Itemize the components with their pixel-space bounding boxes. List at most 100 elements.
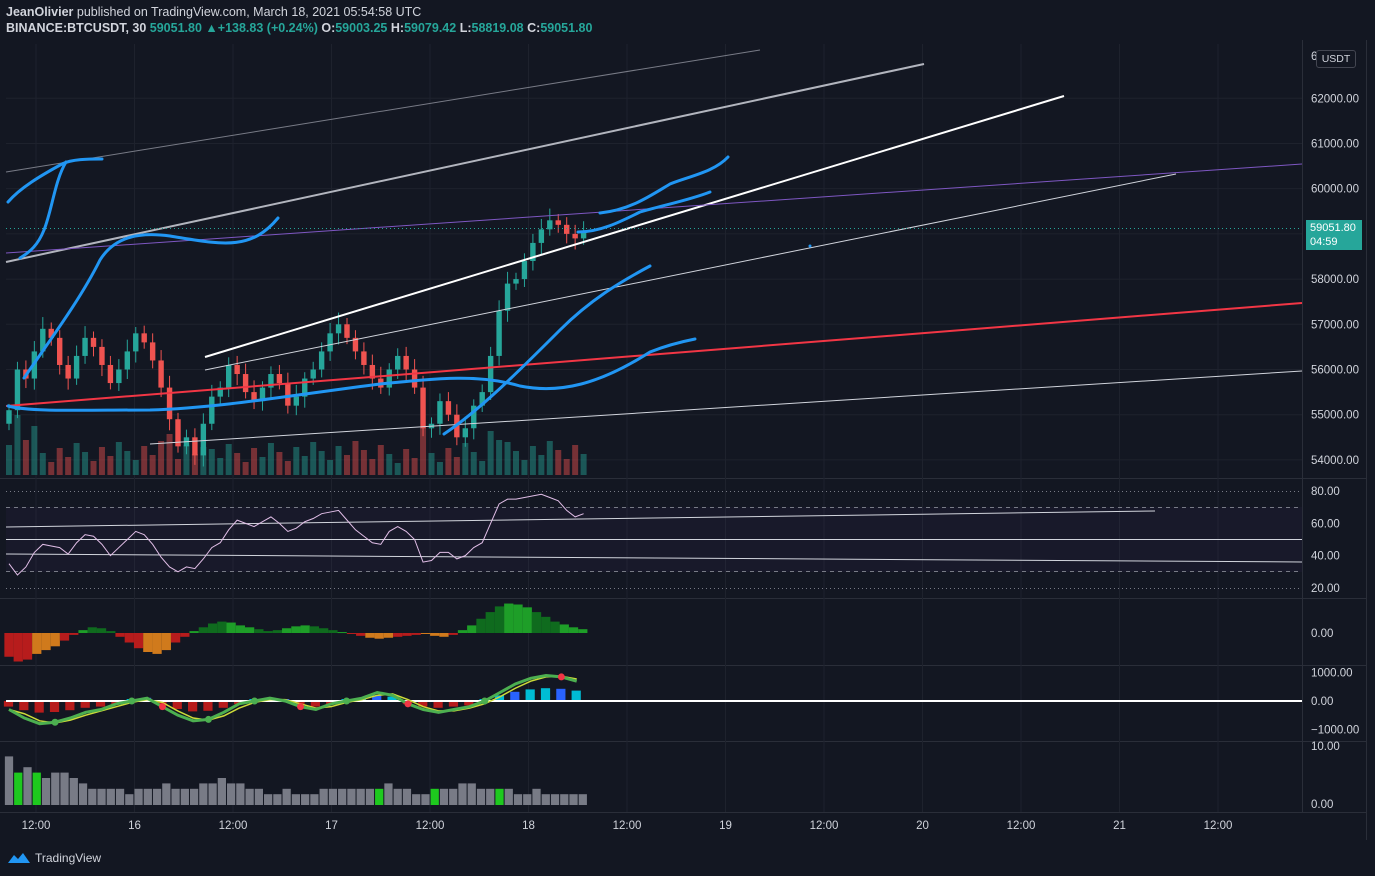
volume-bar bbox=[293, 447, 300, 475]
oscillator-cross-dot bbox=[128, 697, 136, 705]
candle-body bbox=[107, 364, 114, 384]
volume-study-bar bbox=[541, 794, 550, 805]
candle-body bbox=[327, 333, 333, 352]
volume-bar bbox=[149, 455, 156, 475]
momentum-bar bbox=[328, 630, 338, 633]
rsi-tick-3: 20.00 bbox=[1311, 583, 1340, 595]
candle-body bbox=[158, 360, 164, 388]
candle-body bbox=[124, 351, 130, 370]
volume-bar bbox=[267, 443, 274, 475]
momentum-bar bbox=[198, 627, 208, 633]
volume-bar bbox=[73, 443, 80, 475]
volume-study-bar bbox=[162, 783, 171, 805]
momentum-bar bbox=[282, 628, 292, 633]
candle-body bbox=[361, 351, 367, 365]
author-name[interactable]: JeanOlivier bbox=[6, 5, 74, 19]
oscillator-bar bbox=[65, 701, 75, 711]
change-arrow-icon: ▲ bbox=[205, 21, 218, 35]
candle-body bbox=[420, 387, 426, 429]
volume-bar bbox=[166, 434, 173, 475]
volume-study-bar bbox=[264, 794, 273, 805]
momentum-bar bbox=[559, 624, 569, 633]
volume-study-bar bbox=[347, 788, 356, 805]
volume-study-bar bbox=[245, 788, 254, 805]
volume-study-tick-1: 0.00 bbox=[1311, 799, 1333, 811]
volume-study-bar bbox=[412, 794, 421, 805]
momentum-bar bbox=[504, 603, 514, 633]
price-tick-8: 54000.00 bbox=[1311, 455, 1359, 467]
trend-drawings[interactable] bbox=[5, 49, 1303, 445]
momentum-bar bbox=[430, 633, 440, 636]
momentum-bar bbox=[87, 627, 97, 633]
oscillator-bar bbox=[448, 701, 459, 707]
time-tick-0: 12:00 bbox=[22, 820, 51, 832]
time-tick-5: 18 bbox=[522, 820, 535, 832]
oscillator-cross-dots bbox=[51, 673, 565, 726]
low-value: 58819.08 bbox=[471, 21, 524, 35]
momentum-axis[interactable]: 0.00 bbox=[1311, 628, 1333, 640]
trendline-red bbox=[5, 302, 1303, 407]
volume-bar bbox=[284, 461, 291, 475]
candle-body bbox=[251, 392, 257, 402]
currency-badge[interactable]: USDT bbox=[1316, 50, 1356, 68]
rsi-bands bbox=[6, 491, 1302, 589]
oscillator-bar bbox=[218, 701, 228, 708]
symbol-label[interactable]: BINANCE:BTCUSDT, 30 bbox=[6, 21, 147, 35]
trendline-white-lower bbox=[149, 370, 1303, 445]
oscillator-bar bbox=[19, 701, 29, 711]
rsi-axis[interactable]: 80.00 60.00 40.00 20.00 bbox=[1311, 486, 1340, 595]
momentum-bar bbox=[291, 626, 301, 633]
volume-bar bbox=[234, 453, 241, 475]
volume-study-bar bbox=[384, 783, 393, 805]
volume-study-bar bbox=[171, 788, 180, 805]
volume-study-bar bbox=[467, 783, 476, 805]
momentum-bar bbox=[59, 633, 70, 641]
volume-study-bar bbox=[449, 788, 458, 805]
candle-body bbox=[226, 364, 232, 388]
time-axis[interactable]: 12:00 16 12:00 17 12:00 18 12:00 19 12:00 20 12:00… bbox=[22, 820, 1233, 832]
momentum-bar bbox=[106, 631, 116, 633]
oscillator-axis[interactable]: 1000.00 0.00 −1000.00 bbox=[1311, 668, 1359, 737]
volume-bar bbox=[107, 456, 114, 475]
volume-study-bar bbox=[504, 788, 513, 805]
close-label: C: bbox=[527, 21, 541, 35]
momentum-bar bbox=[448, 633, 458, 635]
volume-bar bbox=[411, 458, 418, 475]
trendline-white-main bbox=[204, 95, 1065, 358]
momentum-bar bbox=[346, 633, 357, 634]
candle-body bbox=[268, 374, 274, 388]
candle-body bbox=[530, 242, 536, 261]
oscillator-bar bbox=[540, 688, 551, 701]
candles bbox=[6, 208, 587, 467]
candle-body bbox=[369, 364, 376, 379]
last-price: 59051.80 bbox=[149, 21, 202, 35]
volume-study-bar bbox=[532, 788, 541, 805]
volume-study-bar bbox=[208, 783, 217, 805]
high-label: H: bbox=[390, 21, 405, 35]
candle-body bbox=[99, 346, 105, 365]
price-axis[interactable]: 662000.0061000.0060000.0059000.0058000.0… bbox=[1311, 51, 1359, 467]
volume-bar bbox=[538, 455, 545, 475]
volume-study-bar bbox=[393, 788, 402, 805]
trendline-white-mid bbox=[204, 173, 1177, 371]
blue-hand-drawings[interactable] bbox=[6, 155, 730, 436]
tradingview-footer[interactable]: TradingView bbox=[8, 848, 101, 868]
momentum-bar bbox=[319, 628, 329, 633]
volume-study-bar bbox=[402, 788, 412, 805]
volume-bar bbox=[487, 431, 494, 475]
oscillator-cross-dot bbox=[343, 697, 351, 705]
volume-study-bar bbox=[106, 788, 115, 805]
momentum-bar bbox=[550, 621, 560, 633]
oscillator-bar bbox=[494, 695, 505, 701]
volume-bar bbox=[318, 451, 325, 475]
volume-bar bbox=[546, 441, 553, 475]
high-value: 59079.42 bbox=[404, 21, 457, 35]
volume-study-axis[interactable]: 10.00 0.00 bbox=[1311, 741, 1340, 811]
volume-bar bbox=[360, 450, 367, 475]
volume-study-tick-0: 10.00 bbox=[1311, 741, 1340, 753]
volume-bar bbox=[31, 426, 38, 475]
time-tick-11: 21 bbox=[1113, 820, 1126, 832]
rsi-line bbox=[8, 493, 584, 576]
momentum-bar bbox=[161, 633, 171, 651]
